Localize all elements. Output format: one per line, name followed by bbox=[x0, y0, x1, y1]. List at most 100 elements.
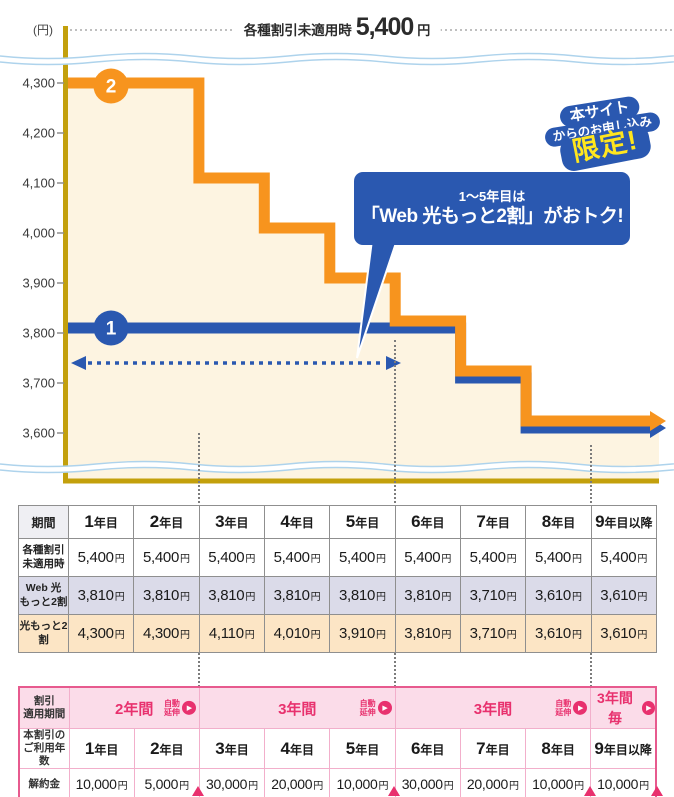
price-cell: 5,400円 bbox=[525, 538, 592, 577]
fee-cell: 20,000円 bbox=[264, 768, 331, 797]
price-row-label: 各種割引 未適用時 bbox=[18, 538, 69, 577]
price-cell: 5,400円 bbox=[133, 538, 200, 577]
usage-year-cell: 7年目 bbox=[459, 727, 527, 770]
callout-line2: 「Web 光もっと2割」がおトク! bbox=[360, 205, 624, 227]
price-cell: 5,400円 bbox=[263, 538, 331, 577]
y-tick-label: 4,100 bbox=[22, 176, 55, 191]
play-icon: ▶ bbox=[377, 701, 392, 715]
year-header-cell: 1年目 bbox=[67, 505, 135, 539]
price-cell: 5,400円 bbox=[590, 538, 658, 577]
series-marker-circle bbox=[93, 68, 129, 104]
axis-break-wave bbox=[0, 54, 674, 64]
series-marker-circle bbox=[93, 310, 129, 346]
fee-cell: 10,000円 bbox=[525, 768, 592, 797]
y-tick-label: 4,200 bbox=[22, 126, 55, 141]
price-cell: 3,810円 bbox=[394, 614, 461, 653]
span-arrow-left bbox=[71, 356, 86, 370]
price-cell: 3,710円 bbox=[459, 614, 527, 653]
price-cell: 4,110円 bbox=[198, 614, 265, 653]
y-tick-label: 4,300 bbox=[22, 76, 55, 91]
price-cell: 4,300円 bbox=[133, 614, 200, 653]
price-cell: 4,300円 bbox=[67, 614, 135, 653]
price-cell: 3,910円 bbox=[329, 614, 396, 653]
year-header-cell: 5年目 bbox=[329, 505, 396, 539]
year-header-cell: 2年目 bbox=[133, 505, 200, 539]
otoku-callout: 1〜5年目は 「Web 光もっと2割」がおトク! bbox=[354, 172, 630, 245]
price-cell: 3,810円 bbox=[133, 576, 200, 615]
price-cell: 5,400円 bbox=[198, 538, 265, 577]
fee-cell: 30,000円 bbox=[198, 768, 266, 797]
years-row-label: 本割引の ご利用年数 bbox=[18, 727, 70, 770]
auto-extend-label: 自動 延伸 ▶ bbox=[360, 699, 392, 717]
boundary-marker-year8 bbox=[584, 786, 596, 796]
price-cell: 3,810円 bbox=[329, 576, 396, 615]
axis-break-wave bbox=[0, 462, 674, 472]
reference-price-text: 各種割引未適用時 bbox=[243, 23, 352, 38]
usage-year-cell: 8年目 bbox=[525, 727, 592, 770]
price-row-label: 光もっと2 割 bbox=[18, 614, 69, 653]
reference-price-label: 各種割引未適用時 5,400 円 bbox=[233, 13, 441, 42]
fee-cell: 30,000円 bbox=[394, 768, 461, 797]
usage-years-row: 本割引の ご利用年数 1年目 2年目 3年目 4年目 5年目 6年目 7年目 8年目 9年目以降 bbox=[18, 727, 657, 770]
price-table-row: Web 光もっと2割 3,810円 3,810円 3,810円 3,810円 3,810円… bbox=[18, 576, 658, 615]
fee-cell: 5,000円 bbox=[133, 768, 200, 797]
boundary-marker-end bbox=[651, 786, 663, 796]
price-cell: 5,400円 bbox=[459, 538, 527, 577]
axis-break-wave bbox=[0, 466, 674, 474]
boundary-marker-year5 bbox=[388, 786, 400, 796]
axis-break-wave bbox=[0, 52, 674, 60]
price-cell: 3,610円 bbox=[590, 576, 658, 615]
period-span-cell: 3年間毎 ▶ bbox=[590, 686, 657, 729]
price-row-label: Web 光もっと2割 bbox=[18, 576, 69, 615]
price-table-row: 光もっと2 割 4,300円 4,300円 4,110円 4,010円 3,910円 3,81… bbox=[18, 614, 658, 653]
usage-year-cell: 6年目 bbox=[394, 727, 461, 770]
price-cell: 3,810円 bbox=[198, 576, 265, 615]
price-cell: 3,610円 bbox=[525, 614, 592, 653]
play-icon: ▶ bbox=[573, 701, 588, 715]
usage-year-cell: 3年目 bbox=[198, 727, 266, 770]
series-marker-number: 2 bbox=[106, 77, 117, 98]
price-cell: 3,610円 bbox=[590, 614, 658, 653]
axis-break-wave bbox=[0, 58, 674, 66]
y-tick-label: 4,000 bbox=[22, 226, 55, 241]
y-tick-label: 3,700 bbox=[22, 376, 55, 391]
reference-price-value: 5,400 bbox=[355, 13, 415, 41]
price-cell: 5,400円 bbox=[394, 538, 461, 577]
play-icon: ▶ bbox=[181, 701, 196, 715]
usage-year-cell: 1年目 bbox=[68, 727, 135, 770]
y-axis-unit-label: (円) bbox=[33, 23, 53, 37]
cancellation-fee-table: 割引 適用期間 2年間 自動 延伸 ▶ 3年間 自動 延伸 ▶ 3年間 自動 延伸 ▶ 3年間毎 ▶ 本割引のご… bbox=[18, 686, 657, 797]
discount-period-row: 割引 適用期間 2年間 自動 延伸 ▶ 3年間 自動 延伸 ▶ 3年間 自動 延伸 ▶ 3年間毎 ▶ bbox=[18, 686, 657, 729]
y-tick-label: 3,600 bbox=[22, 426, 55, 441]
series-line-hikari bbox=[68, 77, 650, 427]
price-table-header-row: 期間 1年目 2年目 3年目 4年目 5年目 6年目 7年目 8年目 9年目以降 bbox=[18, 505, 658, 539]
price-comparison-table: 期間 1年目 2年目 3年目 4年目 5年目 6年目 7年目 8年目 9年目以降 各種割引 未適用時 5… bbox=[18, 505, 658, 653]
usage-year-cell: 9年目以降 bbox=[590, 727, 657, 770]
price-cell: 3,810円 bbox=[263, 576, 331, 615]
fee-row-label: 解約金 bbox=[18, 768, 70, 797]
price-cell: 4,010円 bbox=[263, 614, 331, 653]
reference-price-unit: 円 bbox=[417, 23, 431, 38]
discount-step-chart: 4,300 4,200 4,100 4,000 3,900 3,800 3,700 3,600… bbox=[0, 26, 674, 484]
span-arrow-right bbox=[386, 356, 401, 370]
fee-cell: 10,000円 bbox=[68, 768, 135, 797]
y-tick-label: 3,900 bbox=[22, 276, 55, 291]
period-span-cell: 3年間 自動 延伸 ▶ bbox=[394, 686, 592, 729]
year-header-cell: 4年目 bbox=[263, 505, 331, 539]
usage-year-cell: 4年目 bbox=[264, 727, 331, 770]
period-span-cell: 2年間 自動 延伸 ▶ bbox=[68, 686, 200, 729]
usage-year-cell: 5年目 bbox=[329, 727, 396, 770]
year-header-cell: 7年目 bbox=[459, 505, 527, 539]
auto-extend-label: 自動 延伸 ▶ bbox=[164, 699, 196, 717]
corner-cell-kikan: 期間 bbox=[18, 505, 69, 539]
usage-year-cell: 2年目 bbox=[133, 727, 200, 770]
callout-line1: 1〜5年目は bbox=[458, 188, 526, 204]
price-cell: 5,400円 bbox=[329, 538, 396, 577]
year-header-cell: 3年目 bbox=[198, 505, 265, 539]
fee-cell: 10,000円 bbox=[590, 768, 657, 797]
series-marker-number: 1 bbox=[106, 319, 117, 340]
year-header-cell: 8年目 bbox=[525, 505, 592, 539]
fee-cell: 10,000円 bbox=[329, 768, 396, 797]
price-cell: 3,810円 bbox=[394, 576, 461, 615]
